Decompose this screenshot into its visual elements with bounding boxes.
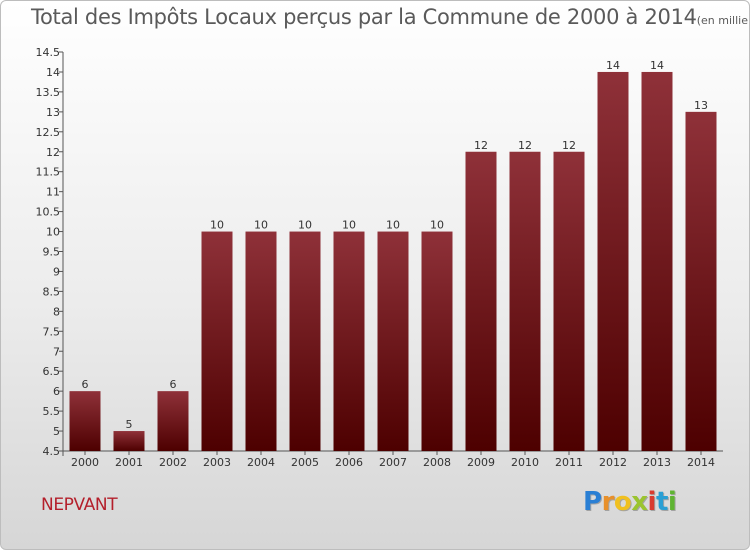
bar-2014[interactable] [685,111,717,451]
x-tick-label: 2000 [71,456,99,469]
y-tick-label: 7 [53,345,60,358]
y-tick-label: 7.5 [43,325,61,338]
y-tick-label: 8 [53,305,60,318]
x-tick-label: 2001 [115,456,143,469]
y-tick-label: 6.5 [43,365,61,378]
brand-letter: x [631,487,648,517]
y-tick-label: 14 [46,66,60,79]
bar-value-label: 14 [650,59,664,72]
bar-2004[interactable] [245,231,277,451]
x-tick-label: 2010 [511,456,539,469]
y-tick-label: 9.5 [43,246,61,259]
x-tick-label: 2007 [379,456,407,469]
y-tick-label: 9 [53,265,60,278]
bar-2006[interactable] [333,231,365,451]
brand-letter: P [583,487,602,517]
bar-value-label: 5 [126,418,133,431]
bar-value-label: 14 [606,59,620,72]
y-tick-label: 14.5 [36,46,61,59]
y-tick-label: 10 [46,226,60,239]
x-tick-label: 2002 [159,456,187,469]
bar-value-label: 10 [386,219,400,232]
x-tick-label: 2009 [467,456,495,469]
y-tick-label: 10.5 [36,206,61,219]
y-tick-label: 5 [53,425,60,438]
y-tick-label: 8.5 [43,285,61,298]
bar-value-label: 10 [254,219,268,232]
x-axis: 2000 2001 2002 2003 2004 2005 2006 2007 2008 2009… [63,450,723,469]
y-tick-label: 5.5 [43,405,61,418]
bar-value-label: 10 [298,219,312,232]
bar-2008[interactable] [421,231,453,451]
brand-letter: r [601,487,615,517]
bar-value-label: 10 [342,219,356,232]
bar-2012[interactable] [597,71,629,451]
bar-2003[interactable] [201,231,233,451]
x-tick-label: 2008 [423,456,451,469]
bar-2010[interactable] [509,151,541,451]
y-tick-label: 12 [46,146,60,159]
bar-value-label: 12 [518,139,532,152]
bar-value-label: 10 [210,219,224,232]
y-tick-label: 6 [53,385,60,398]
bar-2007[interactable] [377,231,409,451]
bar-2009[interactable] [465,151,497,451]
y-axis: 4.5 5 5.5 6 6.5 7 7.5 8 8.5 9 9.5 10 10.5 11 11.5 12 12.… [36,46,64,458]
bar-value-label: 6 [82,378,89,391]
y-tick-label: 11.5 [36,166,61,179]
y-tick-label: 12.5 [36,126,61,139]
brand-letter: t [655,487,668,517]
bar-2002[interactable] [157,391,189,451]
brand-letter: o [613,487,632,517]
x-tick-label: 2011 [555,456,583,469]
brand-logo[interactable]: Proxiti [583,487,677,517]
y-tick-label: 11 [46,186,60,199]
y-tick-label: 13 [46,106,60,119]
bar-value-label: 13 [694,99,708,112]
brand-letter: i [647,487,657,517]
bar-2013[interactable] [641,71,673,451]
chart-title: Total des Impôts Locaux perçus par la Co… [31,5,749,29]
bar-value-label: 12 [474,139,488,152]
y-tick-label: 13.5 [36,86,61,99]
bar-2005[interactable] [289,231,321,451]
bar-value-label: 12 [562,139,576,152]
x-tick-label: 2014 [687,456,715,469]
brand-letter: i [667,487,677,517]
commune-name: NEPVANT [41,495,118,515]
bar-value-label: 10 [430,219,444,232]
bars: 6 5 6 10 10 10 10 10 10 12 12 12 14 14 13 [69,59,717,451]
bar-2011[interactable] [553,151,585,451]
x-tick-label: 2012 [599,456,627,469]
x-tick-label: 2003 [203,456,231,469]
bar-value-label: 6 [170,378,177,391]
x-tick-label: 2005 [291,456,319,469]
x-tick-label: 2006 [335,456,363,469]
chart-title-text: Total des Impôts Locaux perçus par la Co… [31,5,697,29]
bar-2000[interactable] [69,391,101,451]
y-tick-label: 4.5 [43,445,61,458]
x-tick-label: 2004 [247,456,275,469]
bar-2001[interactable] [113,431,145,451]
x-tick-label: 2013 [643,456,671,469]
chart-subtitle: (en milliers d'€) [696,14,749,27]
